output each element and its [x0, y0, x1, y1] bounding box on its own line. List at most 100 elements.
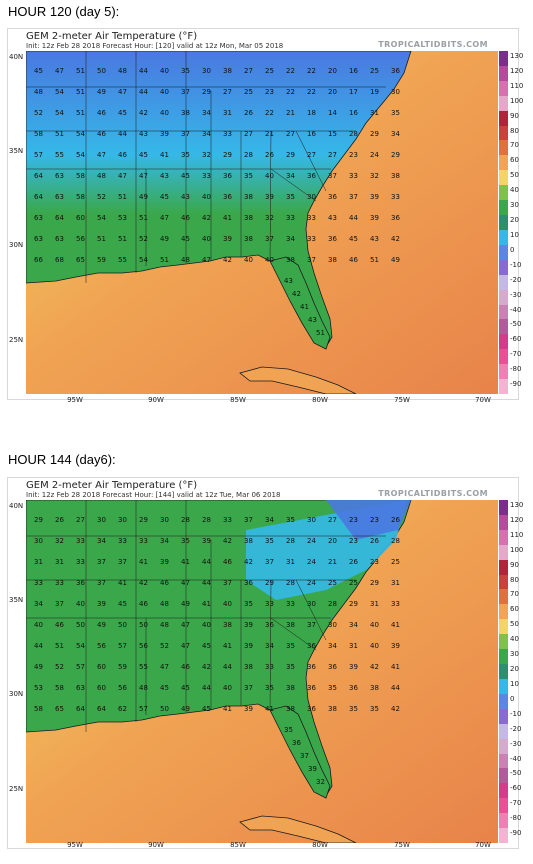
colorbar-swatch [499, 65, 508, 82]
station-value: 38 [244, 193, 253, 201]
colorbar-tick-label: 120 [510, 66, 524, 75]
station-value: 43 [308, 316, 317, 324]
colorbar-swatch [499, 155, 508, 171]
station-value: 37 [55, 600, 64, 608]
station-value: 39 [244, 705, 253, 713]
station-value: 26 [244, 109, 253, 117]
station-value: 30 [34, 537, 43, 545]
station-value: 29 [202, 88, 211, 96]
station-value: 54 [55, 88, 64, 96]
station-value: 33 [349, 172, 358, 180]
station-value: 21 [328, 558, 337, 566]
forecast-map-panel: GEM 2-meter Air Temperature (°F) Init: 1… [7, 28, 523, 404]
colorbar-ticks: 130 120 110 100 90 80 70 60 50 40 30 20 10 0 -10 -20 -30… [508, 500, 528, 843]
station-value: 37 [97, 558, 106, 566]
map-brand: TROPICALTIDBITS.COM [378, 40, 488, 49]
station-value: 34 [265, 642, 274, 650]
station-value: 50 [97, 67, 106, 75]
station-value: 31 [223, 109, 232, 117]
station-value: 19 [370, 88, 379, 96]
station-value: 44 [391, 684, 400, 692]
station-value: 36 [244, 579, 253, 587]
station-value: 33 [223, 516, 232, 524]
station-value: 38 [244, 663, 253, 671]
map-brand: TROPICALTIDBITS.COM [378, 489, 488, 498]
colorbar-tick-label: 0 [510, 245, 515, 254]
station-value: 56 [139, 642, 148, 650]
station-value: 63 [76, 684, 85, 692]
colorbar-tick-label: -60 [510, 335, 522, 344]
station-value: 40 [223, 684, 232, 692]
station-value: 64 [34, 172, 43, 180]
station-value: 34 [97, 537, 106, 545]
colorbar-tick-label: -50 [510, 320, 522, 329]
colorbar-tick-label: 100 [510, 96, 524, 105]
colorbar-swatch [499, 604, 508, 620]
colorbar-swatch [499, 95, 508, 112]
station-value: 46 [139, 600, 148, 608]
station-value: 47 [181, 579, 190, 587]
station-value: 37 [97, 579, 106, 587]
station-value: 35 [286, 516, 295, 524]
station-value: 40 [370, 642, 379, 650]
station-value: 49 [391, 256, 400, 264]
colorbar-tick-label: 60 [510, 605, 519, 614]
station-value: 26 [349, 558, 358, 566]
station-value: 29 [370, 579, 379, 587]
colorbar-tick-label: 10 [510, 679, 519, 688]
station-value: 15 [328, 130, 337, 138]
state-border [270, 168, 317, 202]
station-value: 56 [97, 642, 106, 650]
station-value: 54 [55, 109, 64, 117]
station-value: 63 [55, 172, 64, 180]
station-value: 28 [181, 516, 190, 524]
station-value: 37 [265, 558, 274, 566]
station-value: 56 [76, 235, 85, 243]
station-value: 46 [160, 579, 169, 587]
station-value: 35 [265, 537, 274, 545]
station-value: 49 [181, 705, 190, 713]
panel-heading: HOUR 120 (day 5): [8, 4, 120, 19]
station-value: 41 [160, 151, 169, 159]
station-value: 46 [55, 621, 64, 629]
station-value: 57 [118, 642, 127, 650]
station-value: 18 [307, 109, 316, 117]
station-value: 40 [265, 172, 274, 180]
station-value: 46 [223, 558, 232, 566]
station-value: 41 [391, 663, 400, 671]
station-value: 48 [160, 621, 169, 629]
colorbar-tick-label: 30 [510, 201, 519, 210]
lon-label: 80W [312, 396, 328, 404]
station-value: 40 [76, 600, 85, 608]
station-value: 63 [34, 235, 43, 243]
station-value: 38 [223, 621, 232, 629]
colorbar-tick-label: 30 [510, 650, 519, 659]
station-value: 44 [223, 663, 232, 671]
station-value: 23 [349, 151, 358, 159]
station-value: 39 [160, 130, 169, 138]
station-value: 60 [97, 684, 106, 692]
station-value: 43 [284, 277, 293, 285]
lon-label: 95W [67, 841, 83, 849]
station-value: 33 [55, 579, 64, 587]
colorbar-ticks: 130 120 110 100 90 80 70 60 50 40 30 20 10 0 -10 -20 -30… [508, 51, 528, 394]
station-value: 29 [265, 579, 274, 587]
colorbar-tick-label: -40 [510, 305, 522, 314]
station-value: 36 [223, 193, 232, 201]
station-value: 56 [118, 684, 127, 692]
colorbar-tick-label: 20 [510, 216, 519, 225]
forecast-map-panel: GEM 2-meter Air Temperature (°F) Init: 1… [7, 477, 523, 849]
station-value: 36 [76, 579, 85, 587]
colorbar-tick-label: 130 [510, 501, 524, 509]
colorbar-swatch [499, 500, 508, 516]
station-value: 54 [76, 130, 85, 138]
station-value: 38 [286, 684, 295, 692]
station-value: 16 [307, 130, 316, 138]
station-value: 39 [244, 621, 253, 629]
colorbar-swatch [499, 649, 508, 665]
colorbar-tick-label: 90 [510, 560, 519, 569]
station-value: 40 [244, 256, 253, 264]
station-value: 48 [34, 88, 43, 96]
state-border [269, 579, 272, 711]
station-value: 33 [223, 130, 232, 138]
